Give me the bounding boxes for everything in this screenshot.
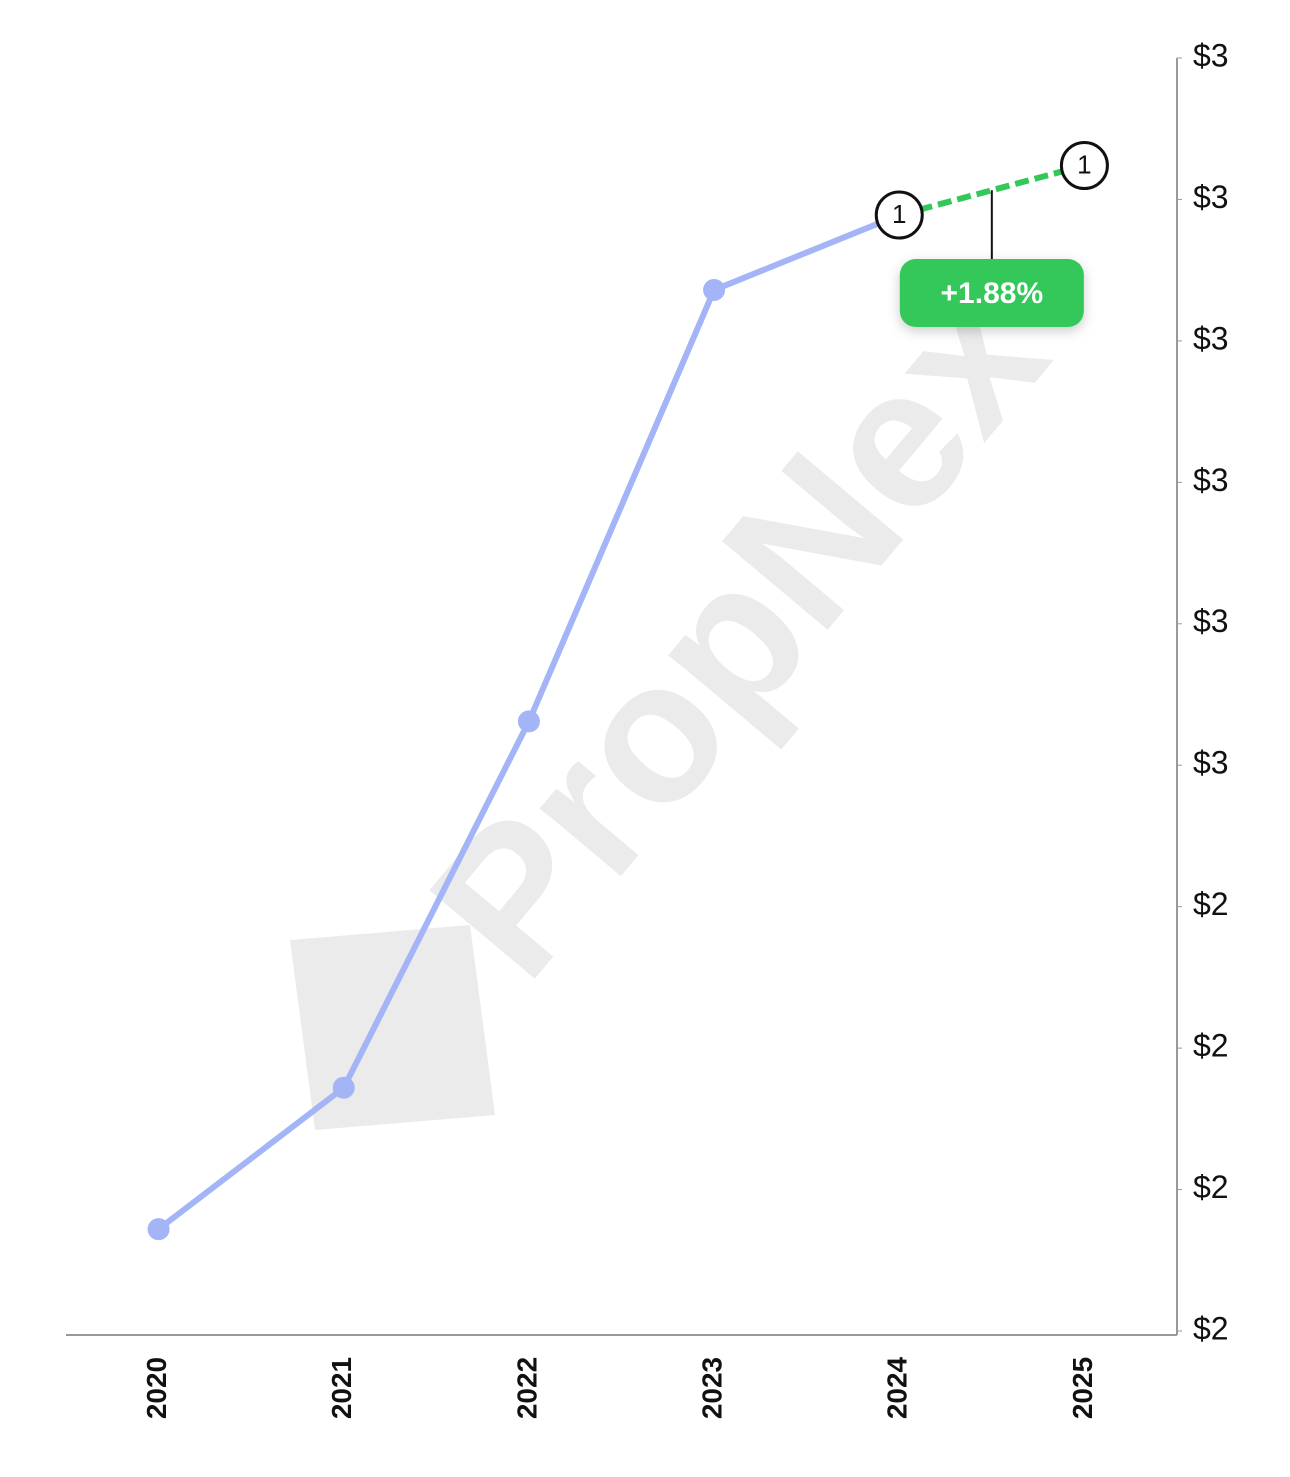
point xyxy=(147,1218,170,1241)
event-marker-label: 1 xyxy=(892,199,906,229)
y-tick-label: $3 xyxy=(1193,37,1229,73)
annotation: +1.88% xyxy=(941,277,1044,310)
x-tick-label: 2024 xyxy=(882,1356,913,1419)
point xyxy=(517,710,540,733)
annotation-box xyxy=(899,259,1084,327)
y-tick-label: $2 xyxy=(1193,1169,1229,1205)
y-tick-label: $3 xyxy=(1193,745,1229,781)
y-tick-label: $3 xyxy=(1193,179,1229,215)
y-tick-label: $2 xyxy=(1193,1028,1229,1064)
x-tick-label: 2023 xyxy=(696,1357,727,1419)
x-tick-label: 2022 xyxy=(511,1357,542,1419)
watermark-logo xyxy=(290,925,495,1130)
y-tick-label: $3 xyxy=(1193,462,1229,498)
y-tick-label: $3 xyxy=(1193,320,1229,356)
y-tick-label: $3 xyxy=(1193,603,1229,639)
event-marker xyxy=(1059,140,1109,190)
y-tick-label: $2 xyxy=(1193,1310,1229,1346)
point xyxy=(332,1076,355,1099)
point xyxy=(703,278,726,301)
projection-line xyxy=(898,162,1086,218)
event-marker xyxy=(874,190,924,240)
event-marker-label: 1 xyxy=(1077,149,1091,179)
y-tick-label: $2 xyxy=(1193,886,1229,922)
watermark: PropNex xyxy=(388,243,1088,1016)
x-tick-label: 2020 xyxy=(141,1357,172,1419)
x-tick-label: 2021 xyxy=(326,1357,357,1419)
x-tick-label: 2025 xyxy=(1067,1357,1098,1419)
